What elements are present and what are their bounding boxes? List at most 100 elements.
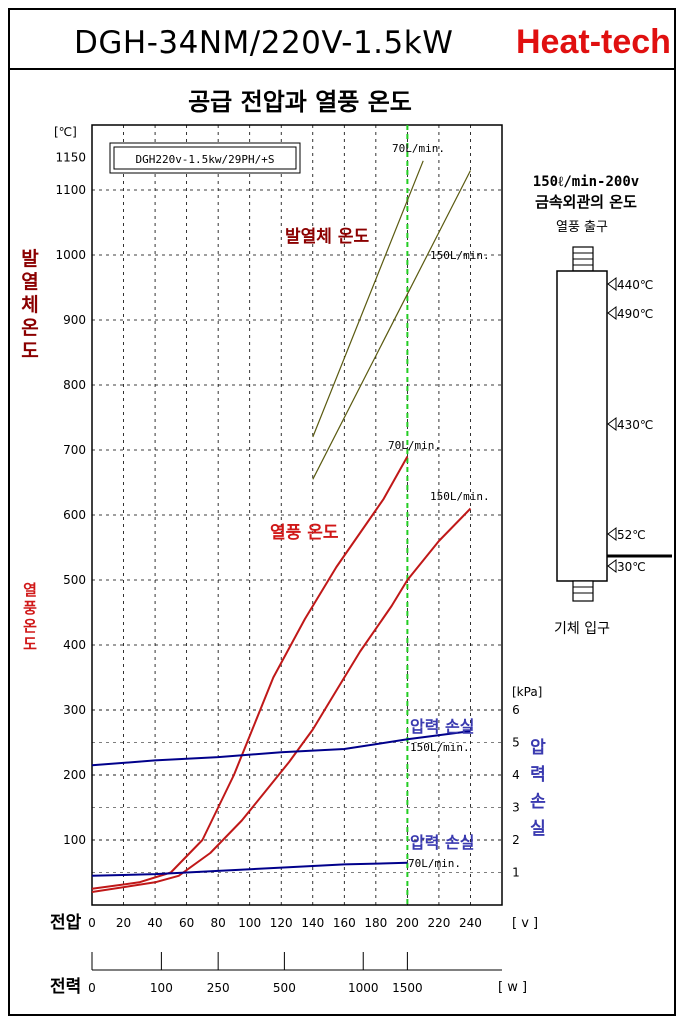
label-air-70: 70L/min. bbox=[388, 439, 441, 452]
brand-logo: Heat-tech bbox=[516, 23, 671, 61]
surface-temp-markers: 440℃ 490℃ 430℃ 52℃ 30℃ bbox=[607, 277, 653, 574]
axis-title-char: 체 bbox=[21, 294, 38, 316]
x-tick-label: 60 bbox=[179, 916, 194, 930]
x-tick-label: 120 bbox=[270, 916, 293, 930]
label-air-150: 150L/min. bbox=[430, 490, 490, 503]
label-pressure-upper: 압력 손실 bbox=[410, 717, 474, 736]
y-left-tick-label: 900 bbox=[63, 313, 86, 327]
series-line-element-0 bbox=[312, 160, 424, 438]
label-element-70: 70L/min. bbox=[392, 142, 445, 155]
left-axis-unit: [℃] bbox=[54, 125, 77, 139]
heater-body bbox=[556, 270, 608, 582]
temp-marker-label: 430℃ bbox=[617, 418, 653, 432]
label-air-temp: 열풍 온도 bbox=[270, 523, 339, 543]
temp-marker-arrow bbox=[607, 417, 617, 431]
series-line-pressure-4 bbox=[91, 730, 471, 767]
y-left-tick-label: 800 bbox=[63, 378, 86, 392]
x-tick-label: 0 bbox=[88, 916, 96, 930]
x-tick-label: 40 bbox=[147, 916, 162, 930]
temp-marker-arrow bbox=[607, 527, 617, 541]
x-tick-label: 100 bbox=[238, 916, 261, 930]
x-axis-title-power: 전력 bbox=[50, 977, 81, 997]
tick-labels: 0 20 40 60 80 100 120 140 160 180 200 220 240 100 200 3… bbox=[55, 151, 519, 931]
side-panel-title-2: 금속외관의 온도 bbox=[535, 193, 637, 211]
y-right-tick-label: 6 bbox=[512, 703, 520, 717]
heater-diagram bbox=[556, 246, 672, 602]
power-tick-label: 100 bbox=[150, 981, 173, 995]
series-group bbox=[91, 160, 472, 893]
right-axis-unit: [kPa] bbox=[512, 685, 542, 699]
x-tick-label: 220 bbox=[427, 916, 450, 930]
x-tick-label: 20 bbox=[116, 916, 131, 930]
x-tick-label: 160 bbox=[333, 916, 356, 930]
power-tick-label: 500 bbox=[273, 981, 296, 995]
axis-title-char: 열 bbox=[21, 271, 38, 293]
temp-marker-label: 30℃ bbox=[617, 560, 646, 574]
label-pressure-150: 150L/min. bbox=[410, 741, 470, 754]
y-left-tick-label: 1150 bbox=[55, 151, 86, 165]
chart-title: 공급 전압과 열풍 온도 bbox=[188, 88, 412, 116]
y-left-tick-label: 700 bbox=[63, 443, 86, 457]
y-right-tick-label: 3 bbox=[512, 801, 520, 815]
grid bbox=[92, 125, 502, 905]
axis-title-char: 열 bbox=[23, 581, 37, 599]
label-element-150: 150L/min. bbox=[430, 249, 490, 262]
inlet-nozzle bbox=[572, 580, 594, 602]
y-right-tick-label: 5 bbox=[512, 736, 520, 750]
chart-frame bbox=[8, 8, 676, 1016]
y-left-tick-label: 1000 bbox=[55, 248, 86, 262]
axis-title-char: 도 bbox=[23, 635, 37, 653]
axis-title-char: 도 bbox=[21, 340, 38, 362]
temp-marker-arrow bbox=[607, 277, 617, 291]
x-tick-label: 140 bbox=[301, 916, 324, 930]
label-element-temp: 발열체 온도 bbox=[285, 227, 369, 247]
y-left-tick-label: 500 bbox=[63, 573, 86, 587]
title-bar: DGH-34NM/220V-1.5kW Heat-tech bbox=[8, 8, 676, 70]
temp-marker-label: 490℃ bbox=[617, 307, 653, 321]
temp-marker-arrow bbox=[607, 306, 617, 320]
axis-title-char: 압 bbox=[530, 737, 546, 758]
spec-box-text: DGH220v-1.5kw/29PH/+S bbox=[135, 153, 274, 166]
x-axis-unit-power: [ w ] bbox=[498, 980, 527, 995]
power-tick-label: 1000 bbox=[348, 981, 379, 995]
axis-title-char: 온 bbox=[23, 617, 37, 635]
temp-marker-label: 440℃ bbox=[617, 278, 653, 292]
y-left-tick-label: 400 bbox=[63, 638, 86, 652]
x-tick-label: 80 bbox=[211, 916, 226, 930]
y-left-tick-label: 1100 bbox=[55, 183, 86, 197]
y-left-tick-label: 300 bbox=[63, 703, 86, 717]
label-pressure-70: 70L/min. bbox=[408, 857, 461, 870]
x-axis-unit-voltage: [ v ] bbox=[512, 916, 538, 931]
axis-title-char: 실 bbox=[530, 819, 546, 839]
temp-marker-label: 52℃ bbox=[617, 528, 646, 542]
axis-title-char: 발 bbox=[21, 248, 39, 270]
outlet-label: 열풍 출구 bbox=[556, 220, 608, 235]
y-right-tick-label: 4 bbox=[512, 768, 520, 782]
axis-title-char: 손 bbox=[530, 792, 546, 812]
inlet-label: 기체 입구 bbox=[554, 621, 610, 637]
power-tick-label: 1500 bbox=[392, 981, 423, 995]
axis-title-char: 풍 bbox=[23, 599, 37, 617]
x-tick-label: 200 bbox=[396, 916, 419, 930]
temp-marker-arrow bbox=[607, 559, 617, 573]
series-line-element-1 bbox=[312, 170, 472, 480]
axis-title-char: 온 bbox=[21, 317, 38, 339]
x-tick-label: 180 bbox=[364, 916, 387, 930]
side-panel: 150ℓ/min-200v 금속외관의 온도 열풍 출구 기체 입구 440℃4… bbox=[533, 174, 672, 637]
axis-title-char: 력 bbox=[530, 765, 546, 785]
series-line-pressure-5 bbox=[91, 861, 408, 877]
y-left-tick-label: 200 bbox=[63, 768, 86, 782]
y-left-tick-label: 600 bbox=[63, 508, 86, 522]
power-axis-ticks: 0 100 250 500 1000 1500 bbox=[88, 952, 423, 995]
side-panel-title-1: 150ℓ/min-200v bbox=[533, 174, 639, 190]
power-tick-label: 250 bbox=[207, 981, 230, 995]
y-left-tick-label: 100 bbox=[63, 833, 86, 847]
y-right-tick-label: 2 bbox=[512, 833, 520, 847]
x-tick-label: 240 bbox=[459, 916, 482, 930]
model-title: DGH-34NM/220V-1.5kW bbox=[74, 25, 454, 61]
spec-box: DGH220v-1.5kw/29PH/+S bbox=[109, 142, 301, 174]
